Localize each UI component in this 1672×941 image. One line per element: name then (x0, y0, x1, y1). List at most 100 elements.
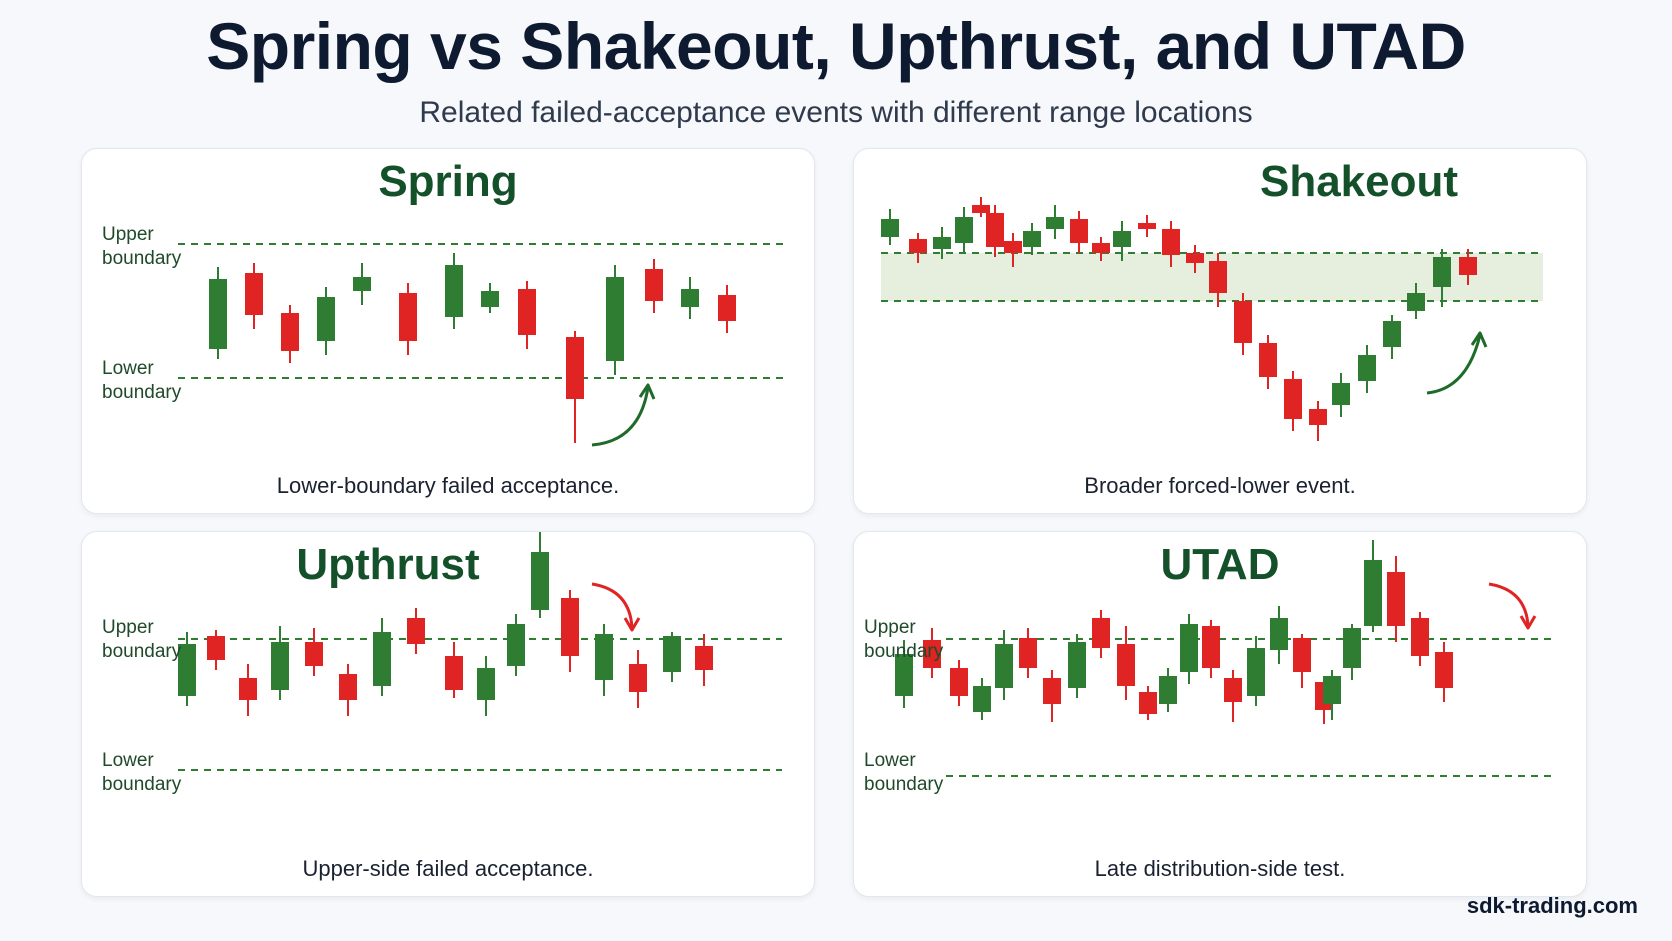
spring-panel: Spring Upper boundary Lower boundary Low… (81, 148, 815, 514)
candle-body (207, 636, 225, 660)
candle-body (518, 289, 536, 335)
candle (531, 532, 549, 618)
upthrust-panel: Upthrust Upper boundary Lower boundary U… (81, 531, 815, 897)
candle-body (1332, 383, 1350, 405)
candle (681, 277, 699, 319)
candle-body (1411, 618, 1429, 656)
candle (207, 630, 225, 670)
candle (373, 618, 391, 696)
candle-body (1459, 257, 1477, 275)
candle (1309, 401, 1327, 441)
shakeout-recovery-arrow (1426, 334, 1482, 395)
candle-body (178, 644, 196, 696)
candle (1332, 373, 1350, 417)
candle (1343, 624, 1361, 680)
candle-body (1138, 223, 1156, 229)
candle-body (1383, 321, 1401, 347)
candle (1092, 237, 1110, 261)
candle (881, 209, 899, 245)
candle-body (271, 642, 289, 690)
candle (1270, 606, 1288, 664)
candle-body (531, 552, 549, 610)
candle-body (695, 646, 713, 670)
candle-body (606, 277, 624, 361)
candle (1323, 670, 1341, 720)
candle-body (481, 291, 499, 307)
upthrust-upper-label: Upper boundary (102, 617, 182, 662)
candle (1043, 670, 1061, 722)
candle-body (407, 618, 425, 644)
candle-body (1284, 379, 1302, 419)
candle (1138, 215, 1156, 237)
shakeout-title: Shakeout (1259, 157, 1459, 206)
candle-body (245, 273, 263, 315)
candle-body (477, 668, 495, 700)
candle-body (923, 640, 941, 668)
shakeout-arrow-head (1470, 331, 1488, 348)
candle (1139, 686, 1157, 720)
candle (1046, 205, 1064, 239)
candle (1435, 642, 1453, 702)
upthrust-chart (178, 532, 782, 771)
utad-title: UTAD (1160, 540, 1280, 589)
candle-body (1247, 648, 1265, 696)
candle (1224, 670, 1242, 722)
candle (1234, 293, 1252, 355)
candle (399, 283, 417, 355)
candle-body (1068, 642, 1086, 688)
candle-body (1004, 241, 1022, 253)
candle (477, 656, 495, 716)
candle (995, 630, 1013, 700)
candle-body (1019, 638, 1037, 668)
utad-lower-label: Lower boundary (864, 750, 944, 795)
candle-body (239, 678, 257, 700)
candle (1364, 540, 1382, 632)
candle (1117, 626, 1135, 700)
candle (1186, 245, 1204, 273)
candle (239, 664, 257, 716)
candle-body (629, 664, 647, 692)
candle (1459, 249, 1477, 285)
candle-body (950, 668, 968, 696)
candle (209, 267, 227, 359)
candle (972, 197, 990, 217)
candle (561, 590, 579, 672)
shakeout-panel: Shakeout Broader forced-lower event. (853, 148, 1587, 514)
candle-body (209, 279, 227, 349)
candle (1068, 634, 1086, 698)
candle (595, 624, 613, 696)
candle (1202, 620, 1220, 678)
candle (1383, 315, 1401, 359)
candle (1209, 253, 1227, 307)
candle-body (933, 237, 951, 249)
page-subtitle: Related failed-acceptance events with di… (419, 96, 1253, 129)
spring-upper-label: Upper boundary (102, 224, 182, 269)
candle (645, 259, 663, 313)
upthrust-lower-label: Lower boundary (102, 750, 182, 795)
candle (481, 283, 499, 313)
candle (518, 281, 536, 349)
candle (1159, 668, 1177, 712)
spring-recovery-arrow (591, 386, 650, 447)
candle-body (281, 313, 299, 351)
candle-body (1387, 572, 1405, 626)
candle (955, 207, 973, 253)
candle-body (507, 624, 525, 666)
candle-body (1043, 678, 1061, 704)
upthrust-candles (178, 532, 713, 716)
candle-body (663, 636, 681, 672)
utad-upper-label: Upper boundary (864, 617, 944, 662)
candle-body (1159, 676, 1177, 704)
candle-body (561, 598, 579, 656)
candle (718, 285, 736, 333)
candle-body (1309, 409, 1327, 425)
candle-body (1259, 343, 1277, 377)
candle-body (1180, 624, 1198, 672)
candle (1070, 211, 1088, 253)
candle (1180, 614, 1198, 684)
candle (281, 305, 299, 363)
candle (663, 632, 681, 682)
candle-body (1270, 618, 1288, 650)
candle-body (909, 239, 927, 253)
candle (895, 640, 913, 708)
